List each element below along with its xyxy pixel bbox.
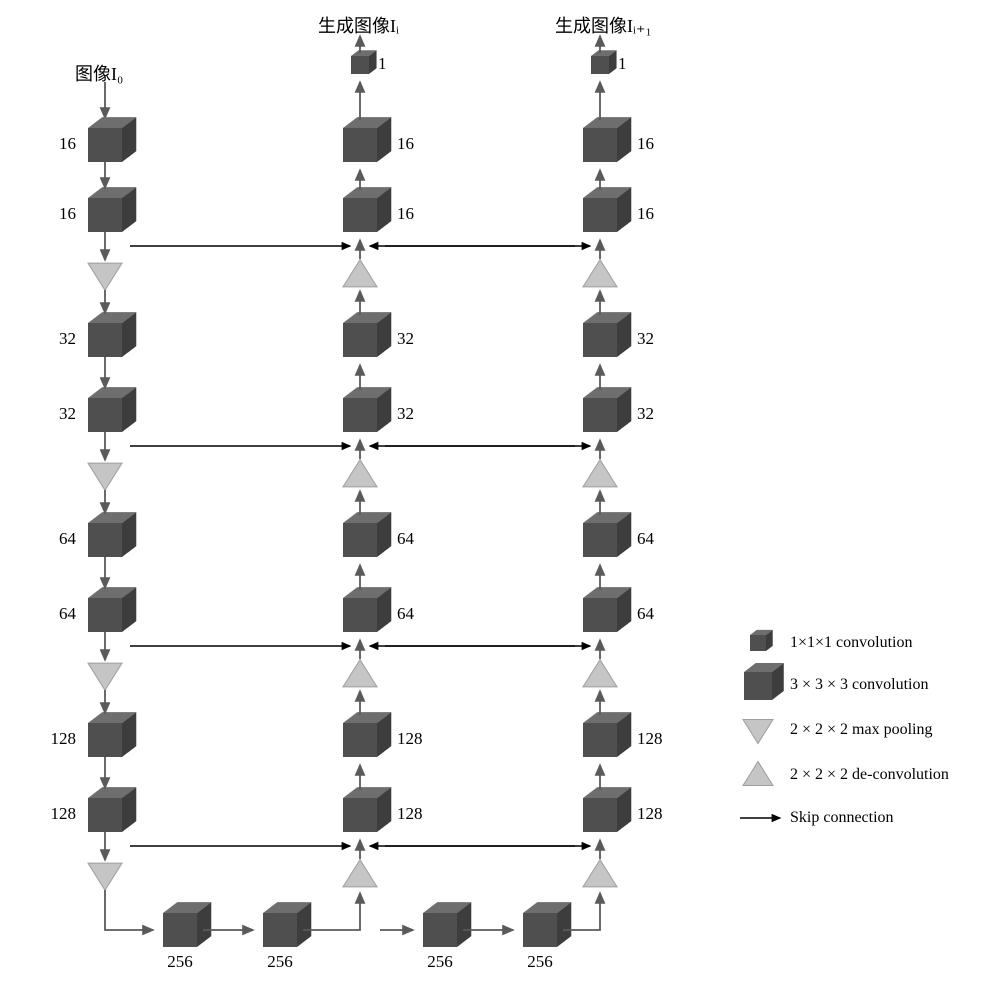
- diagram-stage: 16 16 32 32 64 64 128 128 256 256 256 256 1 16 16 32 32 6…: [0, 0, 1000, 1000]
- svg-text:1: 1: [618, 54, 627, 73]
- svg-text:32: 32: [397, 329, 414, 348]
- svg-text:16: 16: [637, 134, 654, 153]
- svg-text:16: 16: [397, 204, 414, 223]
- svg-text:16: 16: [637, 204, 654, 223]
- svg-text:32: 32: [397, 404, 414, 423]
- svg-text:256: 256: [267, 952, 293, 971]
- svg-text:64: 64: [637, 529, 655, 548]
- svg-text:128: 128: [397, 729, 423, 748]
- svg-text:256: 256: [527, 952, 553, 971]
- svg-text:32: 32: [59, 404, 76, 423]
- svg-text:32: 32: [637, 404, 654, 423]
- svg-text:256: 256: [167, 952, 193, 971]
- svg-text:16: 16: [59, 134, 76, 153]
- legend-skip-label: Skip connection: [790, 809, 894, 827]
- svg-text:128: 128: [51, 729, 77, 748]
- svg-text:64: 64: [397, 604, 415, 623]
- svg-text:16: 16: [59, 204, 76, 223]
- svg-text:16: 16: [397, 134, 414, 153]
- svg-text:1: 1: [378, 54, 387, 73]
- legend-conv3-label: 3 × 3 × 3 convolution: [790, 676, 928, 694]
- svg-text:64: 64: [637, 604, 655, 623]
- svg-text:32: 32: [59, 329, 76, 348]
- svg-text:64: 64: [59, 529, 77, 548]
- output1-title: 生成图像Iᵢ: [318, 12, 399, 38]
- legend-pool-label: 2 × 2 × 2 max pooling: [790, 721, 932, 739]
- svg-text:64: 64: [59, 604, 77, 623]
- svg-text:256: 256: [427, 952, 453, 971]
- legend-conv1-label: 1×1×1 convolution: [790, 634, 912, 652]
- legend-deconv-label: 2 × 2 × 2 de-convolution: [790, 766, 949, 784]
- input-title: 图像I₀: [75, 60, 123, 86]
- svg-text:128: 128: [637, 729, 663, 748]
- diagram-svg: 16 16 32 32 64 64 128 128 256 256 256 256 1 16 16 32 32 6…: [0, 0, 1000, 1000]
- svg-text:128: 128: [51, 804, 77, 823]
- svg-text:128: 128: [397, 804, 423, 823]
- svg-text:32: 32: [637, 329, 654, 348]
- svg-text:128: 128: [637, 804, 663, 823]
- svg-text:64: 64: [397, 529, 415, 548]
- output2-title: 生成图像Iᵢ₊₁: [555, 12, 652, 38]
